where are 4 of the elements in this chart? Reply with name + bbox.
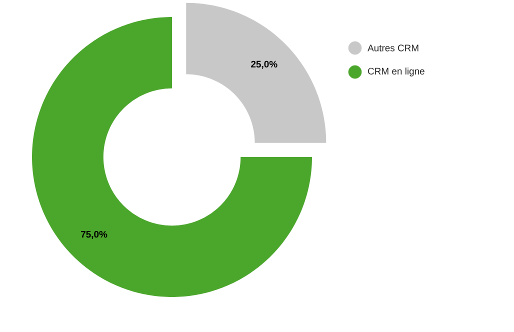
data-label: 25,0% bbox=[251, 60, 278, 69]
legend-label: Autres CRM bbox=[368, 44, 418, 52]
legend-label: CRM en ligne bbox=[368, 68, 424, 76]
data-label: 75,0% bbox=[81, 230, 108, 240]
